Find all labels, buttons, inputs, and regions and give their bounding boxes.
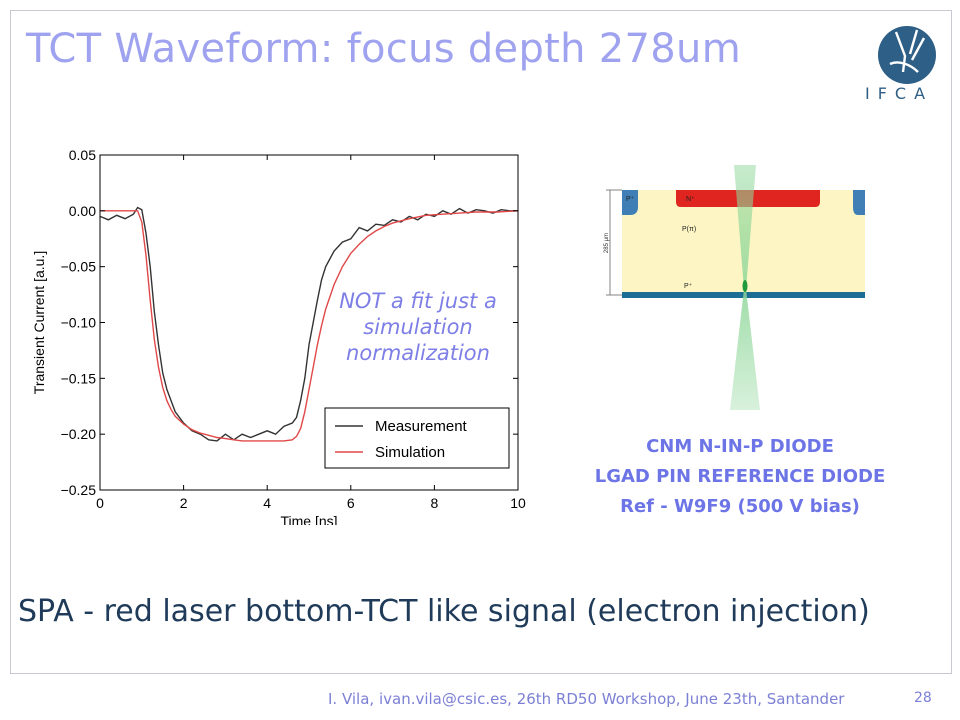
waveform-chart: 0 2 4 6 8 10 0.05 0.00 −0.05 −0.10 −0.15 −0.20 −0.25… [31, 147, 526, 525]
logo-text: IFCA [864, 84, 934, 103]
p-plus-edge-right [853, 190, 865, 215]
diode-cross-section: 285 μm P⁺ N⁺ P(π) P⁺ [604, 165, 865, 410]
page-number: 28 [914, 690, 932, 706]
x-tick-label: 0 [96, 495, 104, 511]
annotation-text: NOT a fit just a simulation normalizatio… [328, 288, 508, 366]
p-plus-bottom-label: P⁺ [684, 283, 693, 290]
laser-beam-bottom [730, 289, 760, 410]
y-tick-label: −0.25 [61, 482, 97, 498]
legend-label: Simulation [375, 444, 445, 461]
ifca-logo [878, 26, 936, 84]
annotation-line: NOT a fit just a [339, 289, 497, 313]
p-pi-label: P(π) [682, 226, 696, 233]
y-tick-label: −0.10 [61, 315, 97, 331]
y-tick-label: 0.05 [69, 147, 96, 163]
legend-box [324, 407, 510, 469]
p-plus-edge-left [622, 190, 638, 215]
x-axis-label: Time [ns] [280, 513, 337, 525]
laser-focus [742, 280, 748, 292]
y-axis-label: Transient Current [a.u.] [31, 251, 47, 394]
y-tick-label: 0.00 [69, 203, 96, 219]
slide-title: TCT Waveform: focus depth 278um [26, 26, 741, 72]
series-line-simulation [100, 210, 519, 442]
y-tick-label: −0.05 [61, 259, 97, 275]
diode-info: CNM N-IN-P DIODE LGAD PIN REFERENCE DIOD… [560, 432, 920, 522]
x-tick-label: 4 [263, 495, 271, 511]
slide-subtitle: SPA - red laser bottom-TCT like signal (… [18, 594, 870, 629]
annotation-line: normalization [346, 341, 490, 365]
p-plus-top-label: P⁺ [626, 196, 635, 203]
x-tick-label: 8 [431, 495, 439, 511]
diode-info-line: Ref - W9F9 (500 V bias) [620, 496, 860, 517]
slide-frame [10, 10, 952, 674]
x-tick-label: 6 [347, 495, 355, 511]
legend-label: Measurement [375, 418, 468, 435]
y-tick-label: −0.20 [61, 426, 97, 442]
diode-info-line: LGAD PIN REFERENCE DIODE [594, 466, 886, 487]
diode-info-line: CNM N-IN-P DIODE [646, 436, 834, 457]
x-tick-label: 10 [510, 495, 526, 511]
n-plus-label: N⁺ [686, 196, 695, 203]
x-tick-label: 2 [180, 495, 188, 511]
laser-beam-top [734, 165, 756, 289]
annotation-line: simulation [363, 315, 473, 339]
y-tick-label: −0.15 [61, 370, 97, 386]
footer-text: I. Vila, ivan.vila@csic.es, 26th RD50 Wo… [328, 690, 845, 708]
thickness-label: 285 μm [604, 233, 610, 253]
